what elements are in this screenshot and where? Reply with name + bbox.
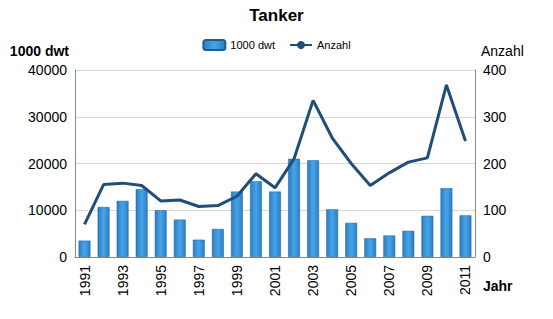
- svg-text:1000 dwt: 1000 dwt: [230, 39, 275, 51]
- svg-text:0: 0: [59, 249, 67, 265]
- svg-text:1000 dwt: 1000 dwt: [10, 43, 69, 59]
- svg-text:Tanker: Tanker: [249, 6, 304, 25]
- svg-text:1993: 1993: [115, 265, 131, 296]
- svg-text:100: 100: [483, 202, 507, 218]
- svg-text:1995: 1995: [153, 265, 169, 296]
- svg-text:2003: 2003: [305, 265, 321, 296]
- svg-text:0: 0: [483, 249, 491, 265]
- svg-text:10000: 10000: [28, 202, 67, 218]
- svg-text:1991: 1991: [77, 265, 93, 296]
- svg-text:Jahr: Jahr: [483, 278, 513, 294]
- svg-text:2001: 2001: [267, 265, 283, 296]
- svg-text:300: 300: [483, 109, 507, 125]
- svg-text:2007: 2007: [381, 265, 397, 296]
- svg-text:2005: 2005: [343, 265, 359, 296]
- svg-text:200: 200: [483, 156, 507, 172]
- svg-text:1999: 1999: [229, 265, 245, 296]
- svg-text:2009: 2009: [419, 265, 435, 296]
- svg-text:1997: 1997: [191, 265, 207, 296]
- svg-text:2011: 2011: [457, 265, 473, 295]
- svg-text:30000: 30000: [28, 109, 67, 125]
- svg-text:Anzahl: Anzahl: [317, 39, 351, 51]
- svg-text:Anzahl: Anzahl: [481, 43, 524, 59]
- svg-text:400: 400: [483, 62, 507, 78]
- svg-text:40000: 40000: [28, 62, 67, 78]
- svg-text:20000: 20000: [28, 156, 67, 172]
